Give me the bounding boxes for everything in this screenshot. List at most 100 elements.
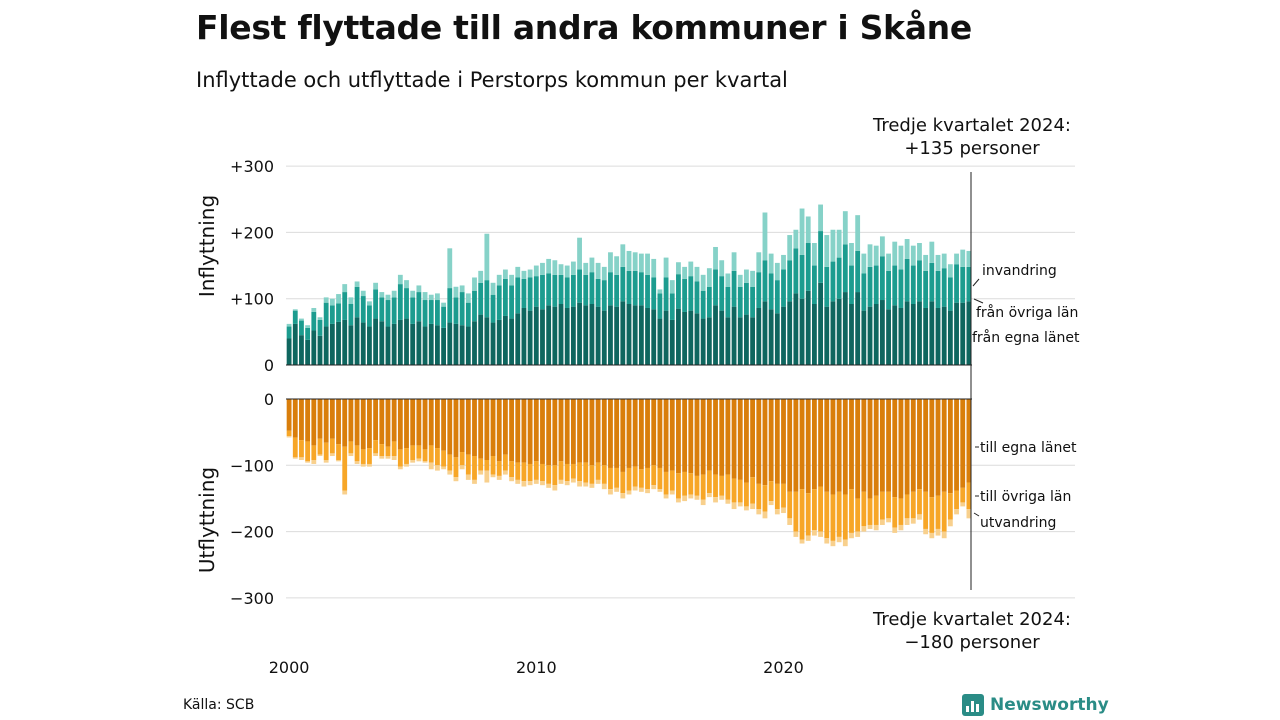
series-label-out: utvandring: [980, 515, 1056, 531]
newsworthy-logo-icon: [962, 694, 984, 716]
bar-out-emigration: [731, 502, 737, 510]
bar-in-other-county: [941, 268, 947, 307]
bar-in-own-county: [336, 321, 341, 365]
bar-out-emigration: [669, 490, 675, 495]
bar-in-other-county: [737, 286, 743, 318]
bar-out-emigration: [336, 459, 341, 462]
bar-out-own-county: [360, 399, 366, 450]
bar-in-other-county: [805, 243, 811, 291]
bar-in-own-county: [787, 301, 793, 365]
bar-out-own-county: [478, 399, 484, 459]
bar-out-emigration: [657, 489, 663, 492]
bar-in-own-county: [669, 319, 675, 365]
bar-out-emigration: [842, 539, 848, 547]
bar-in-immigration: [768, 253, 774, 274]
bar-out-own-county: [818, 399, 823, 487]
bar-in-immigration: [688, 261, 694, 277]
bar-out-other-county: [917, 489, 922, 515]
bar-in-immigration: [744, 269, 749, 283]
bar-in-other-county: [459, 292, 465, 326]
bar-out-emigration: [608, 489, 613, 495]
bar-in-other-county: [700, 290, 706, 319]
bar-out-other-county: [564, 463, 570, 482]
bar-out-emigration: [527, 481, 533, 486]
bar-in-own-county: [323, 326, 329, 365]
bar-in-own-county: [935, 307, 941, 365]
bar-in-own-county: [867, 306, 873, 365]
bar-in-other-county: [873, 265, 879, 305]
bar-in-own-county: [799, 298, 805, 365]
bar-out-emigration: [682, 495, 688, 502]
y-tick-label-out: 0: [264, 390, 274, 409]
bar-out-emigration: [879, 519, 885, 525]
bar-in-other-county: [441, 306, 447, 328]
bar-in-immigration: [867, 244, 873, 267]
series-label-in: från egna länet: [972, 329, 1080, 346]
bar-out-emigration: [465, 474, 471, 480]
bar-out-other-county: [435, 448, 440, 466]
bar-out-other-county: [447, 454, 453, 471]
bar-in-other-county: [589, 272, 595, 305]
bar-in-immigration: [515, 266, 521, 278]
bar-in-other-county: [428, 300, 434, 324]
bar-in-other-county: [552, 274, 558, 307]
bar-out-other-county: [589, 465, 595, 484]
bar-in-own-county: [663, 310, 669, 365]
bar-in-immigration: [861, 253, 867, 274]
bar-out-emigration: [540, 481, 545, 486]
bar-in-immigration: [762, 212, 768, 261]
bar-in-immigration: [478, 270, 484, 283]
bar-in-other-county: [750, 286, 756, 318]
bar-in-other-county: [688, 276, 694, 311]
bar-out-emigration: [564, 481, 570, 486]
bar-in-immigration: [669, 280, 675, 294]
bar-out-emigration: [904, 518, 910, 525]
bar-in-immigration: [299, 318, 304, 321]
bar-in-immigration: [935, 254, 941, 271]
bar-in-own-county: [422, 326, 428, 365]
bar-in-own-county: [688, 310, 694, 365]
bar-out-own-county: [453, 399, 459, 458]
bar-out-emigration: [824, 538, 830, 544]
bar-out-own-county: [682, 399, 688, 472]
bar-in-other-county: [657, 293, 663, 319]
bar-in-other-county: [435, 300, 440, 326]
bar-in-other-county: [336, 303, 341, 322]
bar-in-immigration: [781, 254, 786, 270]
bar-in-other-county: [632, 270, 638, 306]
bar-out-emigration: [459, 465, 465, 470]
bar-out-emigration: [348, 453, 354, 457]
bar-in-immigration: [706, 268, 712, 287]
bar-out-emigration: [947, 519, 953, 527]
bar-in-other-county: [299, 320, 304, 336]
bar-out-other-county: [700, 474, 706, 500]
bar-out-other-county: [799, 489, 805, 540]
bar-in-own-county: [601, 310, 607, 365]
bar-out-other-county: [342, 446, 348, 491]
bar-out-other-county: [768, 481, 774, 502]
newsworthy-logo[interactable]: Newsworthy: [962, 694, 1109, 716]
bar-out-own-county: [367, 399, 372, 449]
bar-in-own-county: [830, 301, 836, 365]
bar-out-own-county: [502, 399, 508, 455]
bar-out-other-county: [502, 454, 508, 471]
bar-in-immigration: [441, 302, 447, 307]
bar-in-other-county: [367, 305, 372, 327]
bar-out-other-county: [329, 438, 335, 454]
bar-out-own-county: [410, 399, 416, 446]
bar-out-own-county: [941, 399, 947, 492]
bar-in-other-county: [416, 292, 422, 322]
bar-out-other-county: [410, 445, 416, 460]
bar-out-emigration: [552, 485, 558, 491]
bar-in-other-county: [564, 277, 570, 308]
y-axis-label-in: Inflyttning: [195, 195, 219, 297]
bar-out-own-county: [521, 399, 527, 463]
bar-in-own-county: [385, 326, 391, 365]
bar-in-own-county: [774, 313, 780, 365]
bar-out-other-county: [886, 491, 891, 519]
series-label-in: invandring: [982, 263, 1057, 279]
bar-out-emigration: [323, 459, 329, 463]
bar-in-other-county: [787, 260, 793, 302]
bar-in-other-county: [651, 277, 657, 310]
bar-out-other-county: [762, 485, 768, 512]
